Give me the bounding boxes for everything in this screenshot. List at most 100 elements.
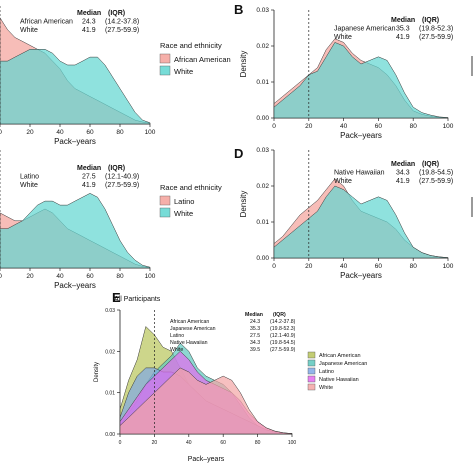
panel-letter: B bbox=[234, 2, 243, 17]
x-tick-label: 100 bbox=[145, 129, 156, 136]
legend-label: Japanese American bbox=[319, 361, 367, 367]
table-header-iqr: (IQR) bbox=[422, 17, 439, 24]
y-tick-label: 0.00 bbox=[105, 432, 115, 438]
density-area-4 bbox=[119, 367, 293, 435]
table-row-group: Native Hawaiian bbox=[334, 170, 385, 177]
legend-swatch bbox=[307, 383, 316, 391]
x-tick-label: 40 bbox=[186, 440, 192, 446]
table-row-median: 27.5 bbox=[250, 333, 260, 339]
table-row-median: 24.3 bbox=[82, 19, 96, 26]
y-tick-label: 0.03 bbox=[256, 7, 269, 14]
table-row-group: White bbox=[170, 347, 183, 353]
table-row-iqr: (19.8-54.5) bbox=[419, 170, 453, 177]
y-tick-label: 0.03 bbox=[256, 147, 269, 154]
y-tick-label: 0.01 bbox=[256, 219, 269, 226]
table-header-median: Median bbox=[245, 312, 263, 318]
chart-title: All Participants bbox=[114, 296, 161, 303]
cropped-legend-mark bbox=[471, 197, 473, 217]
table-header-iqr: (IQR) bbox=[273, 312, 286, 318]
x-tick-label: 20 bbox=[305, 263, 313, 270]
table-row-group: African American bbox=[20, 19, 73, 26]
x-tick-label: 80 bbox=[116, 273, 124, 280]
table-header-iqr: (IQR) bbox=[108, 165, 125, 172]
table-row-iqr: (12.1-40.9) bbox=[270, 333, 296, 339]
table-row-iqr: (14.2-37.8) bbox=[270, 319, 296, 325]
table-row-iqr: (19.8-54.5) bbox=[270, 340, 296, 346]
table-row-iqr: (27.5-59.9) bbox=[419, 178, 453, 185]
x-tick-label: 100 bbox=[145, 273, 156, 280]
legend-label: White bbox=[174, 209, 193, 218]
table-row-iqr: (19.8-52.3) bbox=[270, 326, 296, 332]
table-row-median: 34.3 bbox=[250, 340, 260, 346]
y-axis-label: Density bbox=[239, 191, 248, 218]
x-axis-label: Pack–years bbox=[54, 281, 96, 290]
y-tick-label: 0.01 bbox=[105, 391, 115, 397]
table-row-median: 41.9 bbox=[396, 34, 410, 41]
density-area-1 bbox=[0, 193, 151, 269]
y-axis-label: Density bbox=[239, 51, 248, 78]
y-tick-label: 0.00 bbox=[256, 255, 269, 262]
x-tick-label: 20 bbox=[305, 123, 313, 130]
x-tick-label: 100 bbox=[443, 263, 454, 270]
y-tick-label: 0.03 bbox=[105, 308, 115, 314]
x-tick-label: 0 bbox=[272, 123, 276, 130]
x-tick-label: 80 bbox=[255, 440, 261, 446]
legend-title: Race and ethnicity bbox=[160, 183, 222, 192]
legend-swatch bbox=[159, 195, 171, 206]
x-tick-label: 80 bbox=[410, 123, 418, 130]
table-row-median: 35.3 bbox=[250, 326, 260, 332]
x-tick-label: 60 bbox=[375, 123, 383, 130]
x-tick-label: 60 bbox=[86, 273, 94, 280]
legend-swatch bbox=[307, 367, 316, 375]
panel-letter: D bbox=[234, 146, 243, 161]
density-area-1 bbox=[273, 185, 449, 259]
density-area-1 bbox=[273, 42, 449, 119]
x-tick-label: 0 bbox=[0, 129, 2, 136]
table-header-median: Median bbox=[391, 17, 415, 24]
table-row-median: 41.9 bbox=[82, 27, 96, 34]
panel-1: B 0 20 40 60 80 100 Pack–years 0.00 0.01 0.02 0.03 D… bbox=[234, 2, 454, 140]
table-row-median: 41.9 bbox=[396, 178, 410, 185]
x-axis-label: Pack–years bbox=[340, 271, 382, 280]
table-row-group: Latino bbox=[170, 333, 184, 339]
legend-swatch bbox=[159, 53, 171, 64]
table-header-median: Median bbox=[391, 161, 415, 168]
panel-3: D 0 20 40 60 80 100 Pack–years 0.00 0.01 0.02 0.03 D… bbox=[234, 146, 454, 280]
legend-label: Latino bbox=[319, 369, 334, 375]
table-row-group: Japanese American bbox=[170, 326, 216, 332]
x-tick-label: 20 bbox=[26, 273, 34, 280]
table-header-iqr: (IQR) bbox=[422, 161, 439, 168]
legend-label: White bbox=[319, 385, 333, 391]
table-row-iqr: (27.5-59.9) bbox=[270, 347, 296, 353]
x-tick-label: 60 bbox=[86, 129, 94, 136]
legend-swatch bbox=[307, 359, 316, 367]
x-tick-label: 0 bbox=[119, 440, 122, 446]
x-tick-label: 20 bbox=[152, 440, 158, 446]
density-area-1 bbox=[0, 49, 151, 125]
x-tick-label: 40 bbox=[56, 273, 64, 280]
table-row-median: 39.5 bbox=[250, 347, 260, 353]
x-tick-label: 20 bbox=[26, 129, 34, 136]
table-row-group: White bbox=[334, 178, 352, 185]
x-tick-label: 80 bbox=[116, 129, 124, 136]
table-row-iqr: (14.2-37.8) bbox=[105, 19, 139, 26]
legend-label: African American bbox=[319, 353, 361, 359]
table-row-iqr: (27.5-59.9) bbox=[419, 34, 453, 41]
x-tick-label: 100 bbox=[443, 123, 454, 130]
panel-0: 0 20 40 60 80 100 Pack–years Median (IQR) African… bbox=[0, 6, 231, 146]
table-header-iqr: (IQR) bbox=[108, 10, 125, 17]
legend-swatch bbox=[307, 375, 316, 383]
x-tick-label: 0 bbox=[0, 273, 2, 280]
table-row-group: White bbox=[20, 27, 38, 34]
y-tick-label: 0.00 bbox=[256, 115, 269, 122]
legend-label: Native Hawaiian bbox=[319, 377, 359, 383]
x-tick-label: 100 bbox=[288, 440, 297, 446]
x-tick-label: 0 bbox=[272, 263, 276, 270]
x-tick-label: 40 bbox=[340, 263, 348, 270]
table-row-iqr: (19.8-52.3) bbox=[419, 26, 453, 33]
table-row-group: Latino bbox=[20, 174, 39, 181]
table-row-group: Japanese American bbox=[334, 26, 396, 33]
y-tick-label: 0.02 bbox=[256, 183, 269, 190]
